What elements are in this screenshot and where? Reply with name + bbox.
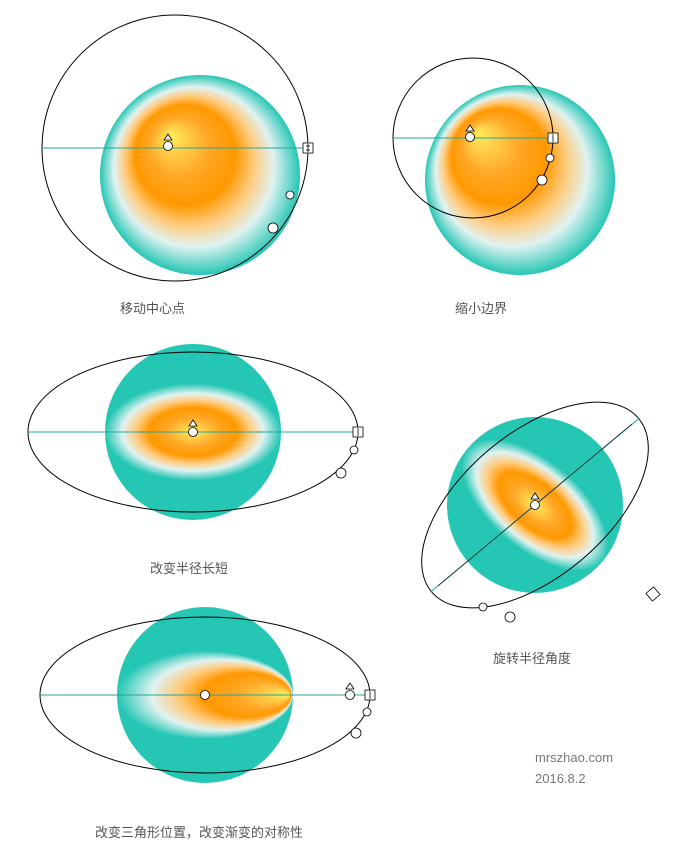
- attribution: mrszhao.com 2016.8.2: [535, 750, 613, 786]
- arc-handle[interactable]: [268, 223, 278, 233]
- panel-shrink-boundary: [370, 45, 650, 300]
- gradient-fill: [100, 75, 300, 275]
- caption-rotate-radius: 旋转半径角度: [493, 648, 571, 667]
- arc-handle[interactable]: [546, 154, 554, 162]
- focus-handle[interactable]: [201, 691, 210, 700]
- caption-triangle-symmetry: 改变三角形位置，改变渐变的对称性: [95, 822, 303, 841]
- arc-handle[interactable]: [350, 446, 358, 454]
- arc-handle[interactable]: [537, 175, 547, 185]
- arc-handle[interactable]: [505, 612, 515, 622]
- arc-handle[interactable]: [351, 728, 361, 738]
- panel-rotate-radius: [380, 355, 690, 665]
- center-handle[interactable]: [346, 683, 355, 700]
- panel-triangle-symmetry: [30, 595, 390, 825]
- caption-change-radius: 改变半径长短: [150, 558, 228, 577]
- caption-shrink-boundary: 缩小边界: [455, 298, 507, 317]
- arc-handle[interactable]: [479, 603, 487, 611]
- end-handle[interactable]: [646, 587, 660, 601]
- arc-handle[interactable]: [336, 468, 346, 478]
- attribution-date: 2016.8.2: [535, 771, 613, 786]
- gradient-fill: [425, 85, 615, 275]
- caption-move-center: 移动中心点: [120, 298, 185, 317]
- panel-move-center: [20, 10, 330, 300]
- arc-handle[interactable]: [286, 191, 294, 199]
- panel-change-radius: [18, 330, 368, 560]
- attribution-site: mrszhao.com: [535, 750, 613, 765]
- arc-handle[interactable]: [363, 708, 371, 716]
